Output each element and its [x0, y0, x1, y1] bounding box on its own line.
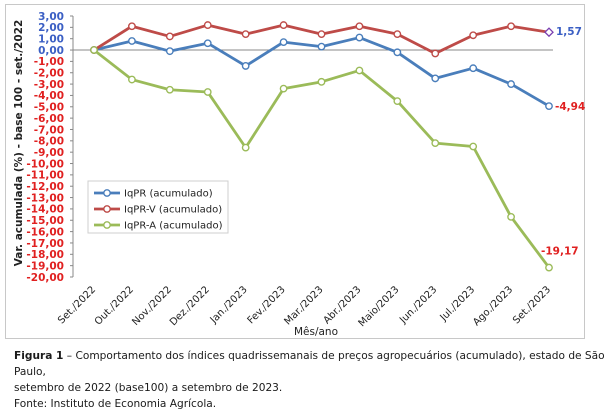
x-tick-label: Ago./2023 [471, 284, 515, 328]
x-axis-title: Mês/ano [294, 326, 338, 338]
series-marker [165, 85, 174, 94]
series-marker [545, 263, 553, 272]
y-tick-label: 2,00 [38, 22, 64, 34]
y-tick-label: -18,00 [26, 249, 64, 261]
y-tick-label: -12,00 [26, 181, 64, 193]
series-marker [165, 47, 174, 56]
chart-frame [5, 4, 585, 339]
x-tick-label: Maio/2023 [357, 284, 402, 329]
series-marker [431, 49, 440, 58]
series-marker [203, 88, 212, 96]
y-tick-label: -16,00 [26, 226, 64, 238]
y-tick-label: -13,00 [26, 192, 64, 204]
series-marker [431, 139, 440, 147]
series-marker [165, 32, 174, 41]
data-label: 1,57 [556, 26, 582, 38]
series-lines [90, 21, 554, 272]
figure-caption: Figura 1 – Comportamento dos índices qua… [14, 348, 609, 412]
caption-source: Fonte: Instituto de Economia Agrícola. [14, 398, 217, 410]
y-tick-label: -17,00 [26, 238, 64, 250]
x-tick-labels: Set./2022Out./2022Nov./2022Dez./2022Jan.… [56, 284, 553, 329]
series-marker [279, 38, 288, 46]
line-chart: Var. acumulada (%) - base 100 - set./202… [13, 11, 585, 338]
series-marker [279, 84, 288, 93]
y-tick-label: -7,00 [34, 124, 64, 136]
series-marker [241, 62, 250, 70]
x-tick-label: Out./2022 [93, 284, 136, 327]
y-tick-label: -20,00 [26, 272, 64, 284]
x-tick-label: Set./2023 [511, 284, 553, 326]
x-tick-label: Mar./2023 [283, 284, 326, 327]
series-marker [507, 212, 515, 221]
series-marker [469, 64, 478, 73]
y-tick-label: -9,00 [34, 147, 64, 159]
legend-label: IqPR-V (acumulado) [124, 205, 222, 216]
x-tick-label: Nov./2022 [130, 284, 174, 328]
series-marker [544, 27, 554, 38]
y-tick-label: -3,00 [34, 79, 64, 91]
caption-line1: – Comportamento dos índices quadrisseman… [14, 350, 605, 378]
series-marker [203, 21, 212, 29]
series-marker [279, 21, 288, 29]
series-marker [431, 74, 440, 83]
series-marker [317, 42, 326, 51]
series-marker [128, 22, 136, 31]
series-marker [203, 39, 212, 48]
y-tick-label: -19,00 [26, 260, 64, 272]
x-tick-label: Jun./2023 [397, 284, 439, 326]
y-tick-labels: 3,002,001,000,00-1,00-2,00-3,00-4,00-5,0… [26, 11, 64, 284]
series-marker [317, 30, 326, 39]
series-marker [241, 143, 250, 152]
data-label: -19,17 [541, 246, 579, 258]
legend-marker [103, 205, 111, 213]
y-axis-title-group: Var. acumulada (%) - base 100 - set./202… [13, 20, 25, 267]
y-tick-label: 1,00 [38, 33, 64, 45]
series-marker [393, 48, 402, 57]
series-marker [507, 80, 515, 88]
y-tick-label: -5,00 [34, 102, 64, 114]
legend-marker [103, 189, 111, 197]
legend-label: IqPR-A (acumulado) [124, 221, 223, 232]
series-marker [355, 66, 364, 75]
series-marker [90, 46, 98, 54]
series-marker [393, 30, 402, 39]
caption-label: Figura 1 [14, 350, 64, 362]
x-tick-label: Jul./2023 [438, 284, 478, 324]
y-tick-label: -14,00 [26, 204, 64, 216]
legend-marker [103, 221, 111, 229]
series-marker [355, 22, 364, 31]
x-tick-label: Fev./2023 [246, 284, 288, 326]
series-marker [545, 102, 553, 111]
data-labels: 1,57 -4,94 -19,17 [541, 26, 585, 257]
y-tick-label: -11,00 [26, 170, 64, 182]
series-marker [507, 22, 515, 31]
x-tick-label: Jan./2023 [208, 284, 250, 326]
series-marker [128, 75, 136, 84]
series-marker [355, 33, 364, 42]
y-axis-title: Var. acumulada (%) - base 100 - set./202… [13, 20, 25, 267]
series-marker [469, 142, 478, 151]
series-marker [469, 31, 478, 40]
y-tick-label: -10,00 [26, 158, 64, 170]
axes [70, 15, 553, 278]
y-tick-label: 0,00 [38, 45, 64, 57]
legend-label: IqPR (acumulado) [124, 189, 213, 200]
x-tick-label: Dez./2022 [168, 284, 212, 328]
y-tick-label: -6,00 [34, 113, 64, 125]
y-tick-label: -15,00 [26, 215, 64, 227]
series-marker [317, 77, 326, 86]
y-tick-label: -1,00 [34, 56, 64, 68]
y-tick-label: -4,00 [34, 90, 64, 102]
series-marker [128, 37, 136, 45]
data-label: -4,94 [555, 101, 585, 113]
series-marker [241, 30, 250, 39]
y-tick-label: 3,00 [38, 11, 64, 23]
caption-line2: setembro de 2022 (base100) a setembro de… [14, 382, 283, 394]
y-tick-label: -2,00 [34, 68, 64, 80]
series-marker [393, 97, 402, 106]
legend: IqPR (acumulado) IqPR-V (acumulado) IqPR-A… [87, 180, 229, 234]
y-tick-label: -8,00 [34, 136, 64, 148]
